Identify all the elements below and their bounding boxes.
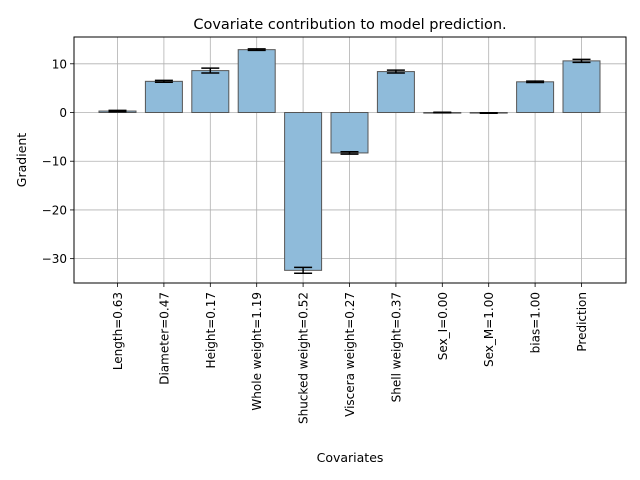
bar: [284, 112, 323, 271]
x-tick-label: Height=0.17: [204, 292, 218, 368]
y-tick-label: 10: [52, 57, 67, 71]
x-tick-label: Sex_I=0.00: [436, 292, 450, 360]
bar: [516, 81, 555, 114]
x-axis-ticks: Length=0.63 Diameter=0.47 Height=0.17 Whole…: [111, 283, 589, 424]
x-tick-label: bias=1.00: [529, 292, 543, 353]
y-axis-label: Gradient: [14, 133, 29, 188]
x-tick-label: Length=0.63: [111, 292, 125, 370]
bar: [237, 49, 276, 114]
bar: [191, 70, 230, 114]
y-tick-label: −10: [42, 155, 67, 169]
y-tick-label: −20: [42, 203, 67, 217]
bar: [144, 80, 183, 114]
x-tick-label: Shell weight=0.37: [389, 292, 403, 402]
chart-title: Covariate contribution to model predicti…: [193, 17, 506, 33]
x-tick-label: Sex_M=1.00: [482, 292, 496, 367]
y-tick-label: −30: [42, 252, 67, 266]
x-tick-label: Diameter=0.47: [157, 292, 171, 385]
x-tick-label: Shucked weight=0.52: [297, 292, 311, 424]
y-axis-ticks: 10 0 −10 −20 −30: [42, 57, 74, 266]
bar: [562, 60, 601, 114]
x-tick-label: Prediction: [575, 292, 589, 352]
y-tick-label: 0: [59, 106, 67, 120]
error-bars: [108, 48, 591, 275]
x-tick-label: Viscera weight=0.27: [343, 292, 357, 417]
x-axis-label: Covariates: [317, 450, 384, 465]
bar: [376, 71, 415, 114]
bar: [330, 112, 369, 154]
plot-frame: [73, 36, 627, 284]
x-tick-label: Whole weight=1.19: [250, 292, 264, 411]
